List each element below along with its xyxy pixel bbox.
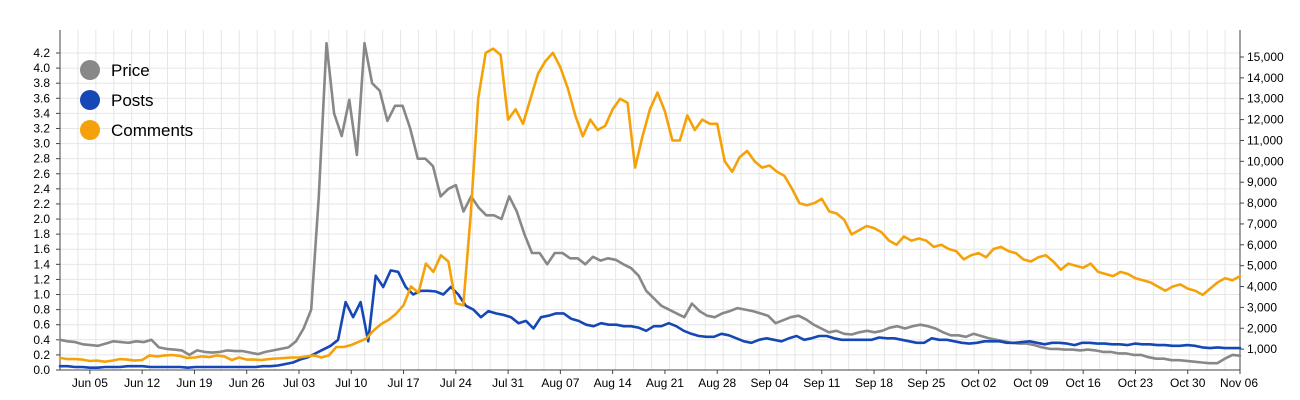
right-tick-label: 10,000 <box>1247 154 1284 168</box>
legend-item-posts[interactable]: Posts <box>80 90 154 110</box>
legend-marker-comments <box>80 120 100 140</box>
right-tick-label: 1,000 <box>1247 342 1277 356</box>
x-tick-label: Oct 30 <box>1170 376 1206 390</box>
left-tick-label: 3.2 <box>33 121 50 135</box>
legend-marker-posts <box>80 90 100 110</box>
left-tick-label: 3.6 <box>33 91 50 105</box>
right-tick-label: 15,000 <box>1247 50 1284 64</box>
left-tick-label: 0.2 <box>33 348 50 362</box>
left-tick-label: 2.4 <box>33 182 50 196</box>
legend-marker-price <box>80 60 100 80</box>
grid-lines <box>59 30 1240 371</box>
x-tick-label: Oct 16 <box>1065 376 1101 390</box>
left-tick-label: 3.0 <box>33 137 50 151</box>
left-tick-label: 2.8 <box>33 152 50 166</box>
x-tick-label: Jul 24 <box>440 376 472 390</box>
left-tick-label: 1.2 <box>33 272 50 286</box>
right-tick-label: 3,000 <box>1247 300 1277 314</box>
left-tick-label: 0.4 <box>33 333 50 347</box>
right-tick-label: 8,000 <box>1247 196 1277 210</box>
right-tick-label: 6,000 <box>1247 238 1277 252</box>
x-tick-label: Jul 17 <box>388 376 420 390</box>
x-tick-label: Jul 10 <box>335 376 367 390</box>
x-tick-label: Jul 31 <box>492 376 524 390</box>
series-line-price <box>58 41 1242 365</box>
x-tick-label: Nov 06 <box>1220 376 1258 390</box>
x-tick-label: Oct 02 <box>961 376 997 390</box>
legend: Price Posts Comments <box>80 60 193 140</box>
legend-label-posts: Posts <box>111 91 154 110</box>
right-tick-label: 14,000 <box>1247 71 1284 85</box>
left-tick-label: 0.6 <box>33 318 50 332</box>
x-tick-label: Aug 14 <box>594 376 632 390</box>
left-tick-label: 1.4 <box>33 257 50 271</box>
x-tick-label: Sep 04 <box>750 376 788 390</box>
left-tick-label: 1.0 <box>33 288 50 302</box>
x-tick-label: Jun 26 <box>229 376 265 390</box>
x-tick-label: Oct 23 <box>1118 376 1154 390</box>
right-tick-label: 7,000 <box>1247 217 1277 231</box>
right-tick-label: 5,000 <box>1247 259 1277 273</box>
left-tick-label: 0.8 <box>33 303 50 317</box>
series-line-posts <box>58 269 1242 370</box>
left-tick-label: 3.4 <box>33 106 50 120</box>
right-tick-label: 4,000 <box>1247 280 1277 294</box>
series-lines <box>58 41 1242 370</box>
right-y-axis: 1,000 2,000 3,000 4,000 5,000 6,000 7,000 8,000… <box>1239 30 1284 370</box>
right-tick-label: 2,000 <box>1247 321 1277 335</box>
legend-label-comments: Comments <box>111 121 193 140</box>
left-tick-label: 0.0 <box>33 363 50 377</box>
left-y-axis: 0.00.20.40.60.81.01.21.41.61.82.02.22.42… <box>33 30 61 377</box>
left-tick-label: 4.2 <box>33 46 50 60</box>
left-tick-label: 3.8 <box>33 76 50 90</box>
left-tick-label: 2.0 <box>33 212 50 226</box>
left-tick-label: 2.2 <box>33 197 50 211</box>
x-tick-label: Jun 19 <box>176 376 212 390</box>
legend-item-comments[interactable]: Comments <box>80 120 193 140</box>
x-tick-label: Sep 11 <box>803 376 840 390</box>
left-tick-label: 4.0 <box>33 61 50 75</box>
legend-item-price[interactable]: Price <box>80 60 150 80</box>
x-tick-label: Jul 03 <box>283 376 315 390</box>
series-line-comments <box>58 47 1242 364</box>
legend-label-price: Price <box>111 61 150 80</box>
x-tick-label: Aug 07 <box>541 376 579 390</box>
left-tick-label: 1.8 <box>33 227 50 241</box>
left-tick-label: 1.6 <box>33 242 50 256</box>
x-tick-label: Jun 05 <box>72 376 108 390</box>
right-tick-label: 13,000 <box>1247 92 1284 106</box>
x-tick-label: Aug 21 <box>646 376 684 390</box>
right-tick-label: 12,000 <box>1247 113 1284 127</box>
x-tick-label: Oct 09 <box>1013 376 1049 390</box>
right-tick-label: 11,000 <box>1247 133 1283 147</box>
x-tick-label: Sep 18 <box>855 376 893 390</box>
x-tick-label: Jun 12 <box>124 376 160 390</box>
x-axis: Jun 05 Jun 12 Jun 19 Jun 26 Jul 03 Jul 10 Jul … <box>60 369 1258 390</box>
left-tick-label: 2.6 <box>33 167 50 181</box>
x-tick-label: Sep 25 <box>907 376 945 390</box>
right-tick-label: 9,000 <box>1247 175 1277 189</box>
x-tick-label: Aug 28 <box>698 376 736 390</box>
